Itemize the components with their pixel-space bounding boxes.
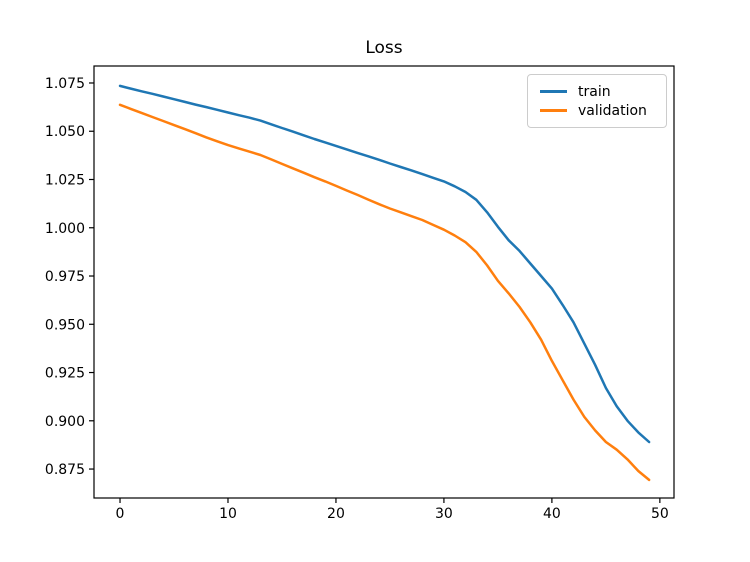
axes-border [93, 65, 675, 499]
legend-label-train: train [578, 83, 611, 100]
chart-title: Loss [365, 38, 403, 58]
y-tick-label: 0.925 [45, 366, 85, 382]
legend-item-validation: validation [540, 101, 656, 120]
y-tick-label: 0.975 [45, 269, 85, 285]
y-tick-label: 1.075 [45, 76, 85, 92]
x-tick-label: 30 [435, 506, 453, 522]
series-line-validation [118, 103, 651, 482]
y-tick-label: 1.050 [45, 124, 85, 140]
y-tick-label: 0.875 [45, 462, 85, 478]
series-line-train [118, 84, 651, 444]
x-tick-label: 0 [116, 506, 125, 522]
x-tick-label: 20 [327, 506, 345, 522]
x-tick-label: 10 [219, 506, 237, 522]
x-tick-label: 50 [651, 506, 669, 522]
legend-item-train: train [540, 82, 656, 101]
legend-label-validation: validation [578, 102, 647, 119]
y-tick-label: 0.900 [45, 414, 85, 430]
y-tick-label: 1.000 [45, 221, 85, 237]
y-tick-label: 0.950 [45, 317, 85, 333]
y-tick-label: 1.025 [45, 173, 85, 189]
legend: train validation [527, 74, 667, 128]
x-tick-label: 40 [543, 506, 561, 522]
train-line-swatch [540, 90, 567, 93]
validation-line-swatch [540, 109, 567, 112]
